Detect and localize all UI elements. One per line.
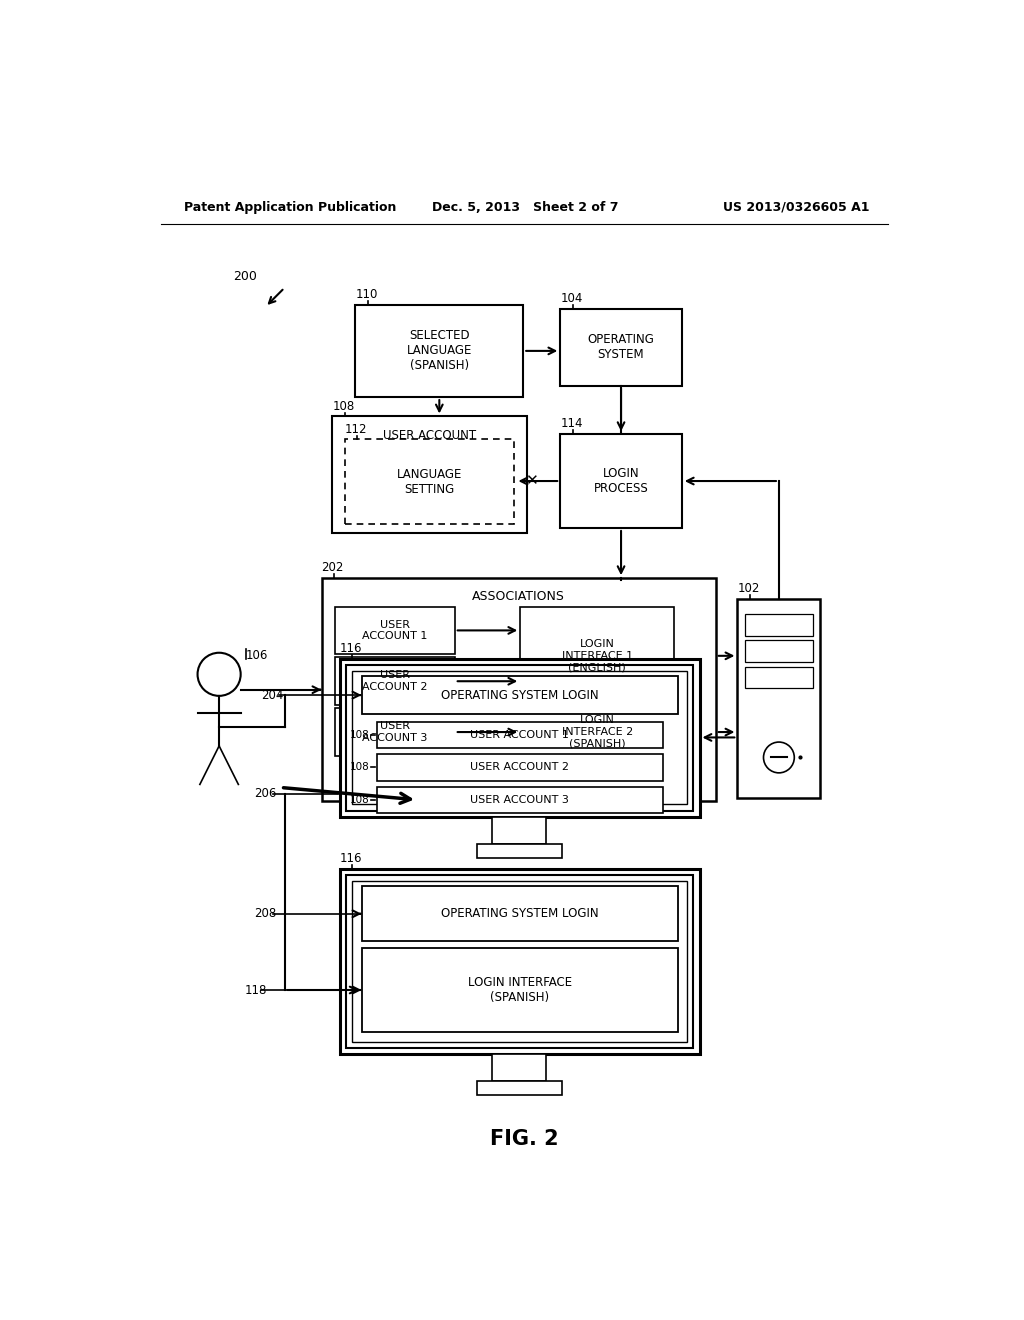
Bar [346,665,693,810]
Bar [340,659,699,817]
Bar [352,671,687,804]
Text: 112: 112 [345,422,368,436]
Text: 114: 114 [560,417,583,430]
Text: 108: 108 [333,400,354,412]
Text: 118: 118 [245,983,267,997]
Bar [745,640,813,663]
Bar [737,599,820,797]
Bar [355,305,523,397]
Bar [345,440,514,524]
Text: Patent Application Publication: Patent Application Publication [184,201,397,214]
Text: US 2013/0326605 A1: US 2013/0326605 A1 [723,201,869,214]
Text: Dec. 5, 2013   Sheet 2 of 7: Dec. 5, 2013 Sheet 2 of 7 [431,201,618,214]
Text: 106: 106 [246,649,267,661]
Text: USER
ACCOUNT 1: USER ACCOUNT 1 [362,619,428,642]
Bar [352,882,687,1041]
Text: 206: 206 [254,787,276,800]
Text: SELECTED
LANGUAGE
(SPANISH): SELECTED LANGUAGE (SPANISH) [407,330,472,372]
Bar [340,869,699,1053]
Text: USER ACCOUNT 2: USER ACCOUNT 2 [470,763,569,772]
Bar [560,309,682,385]
Text: OPERATING SYSTEM LOGIN: OPERATING SYSTEM LOGIN [441,907,599,920]
Text: 104: 104 [560,292,583,305]
Text: LOGIN INTERFACE
(SPANISH): LOGIN INTERFACE (SPANISH) [468,975,571,1005]
Text: ASSOCIATIONS: ASSOCIATIONS [472,590,565,603]
Bar [377,755,663,780]
Text: USER
ACCOUNT 3: USER ACCOUNT 3 [362,721,428,743]
Text: 108: 108 [349,730,370,741]
Text: FIG. 2: FIG. 2 [490,1130,559,1150]
Text: 108: 108 [349,763,370,772]
Bar [477,843,562,858]
Bar [377,722,663,748]
Bar [477,1081,562,1094]
Text: OPERATING SYSTEM LOGIN: OPERATING SYSTEM LOGIN [441,689,599,702]
Text: 202: 202 [322,561,344,574]
Bar [333,416,527,533]
Text: USER
ACCOUNT 2: USER ACCOUNT 2 [362,671,428,692]
Text: USER ACCOUNT 1: USER ACCOUNT 1 [470,730,569,741]
Bar [745,667,813,688]
Bar [346,875,693,1048]
Text: LOGIN
PROCESS: LOGIN PROCESS [594,467,648,495]
Bar [361,886,678,941]
Bar [493,817,547,843]
Bar [520,607,674,705]
Bar [336,607,455,655]
Text: USER ACCOUNT 3: USER ACCOUNT 3 [470,795,569,805]
Text: LANGUAGE
SETTING: LANGUAGE SETTING [396,467,462,496]
Text: 204: 204 [261,689,284,702]
Text: OPERATING
SYSTEM: OPERATING SYSTEM [588,333,654,362]
Text: 200: 200 [233,271,257,284]
Bar [361,948,678,1032]
Text: LOGIN
INTERFACE 1
(ENGLISH): LOGIN INTERFACE 1 (ENGLISH) [561,639,633,672]
Text: 208: 208 [254,907,276,920]
Text: 116: 116 [340,642,362,655]
Bar [560,434,682,528]
Text: 110: 110 [355,288,378,301]
Bar [377,787,663,813]
Text: 108: 108 [349,795,370,805]
Bar [361,676,678,714]
Bar [745,614,813,636]
Bar [493,1053,547,1081]
Bar [336,657,455,705]
Text: USER ACCOUNT: USER ACCOUNT [383,429,476,442]
Text: LOGIN
INTERFACE 2
(SPANISH): LOGIN INTERFACE 2 (SPANISH) [561,715,633,748]
Bar [336,708,455,756]
Bar [322,578,716,801]
Text: 116: 116 [340,853,362,866]
Text: ✕: ✕ [524,474,538,488]
Text: 102: 102 [737,582,760,595]
Bar [520,708,674,756]
